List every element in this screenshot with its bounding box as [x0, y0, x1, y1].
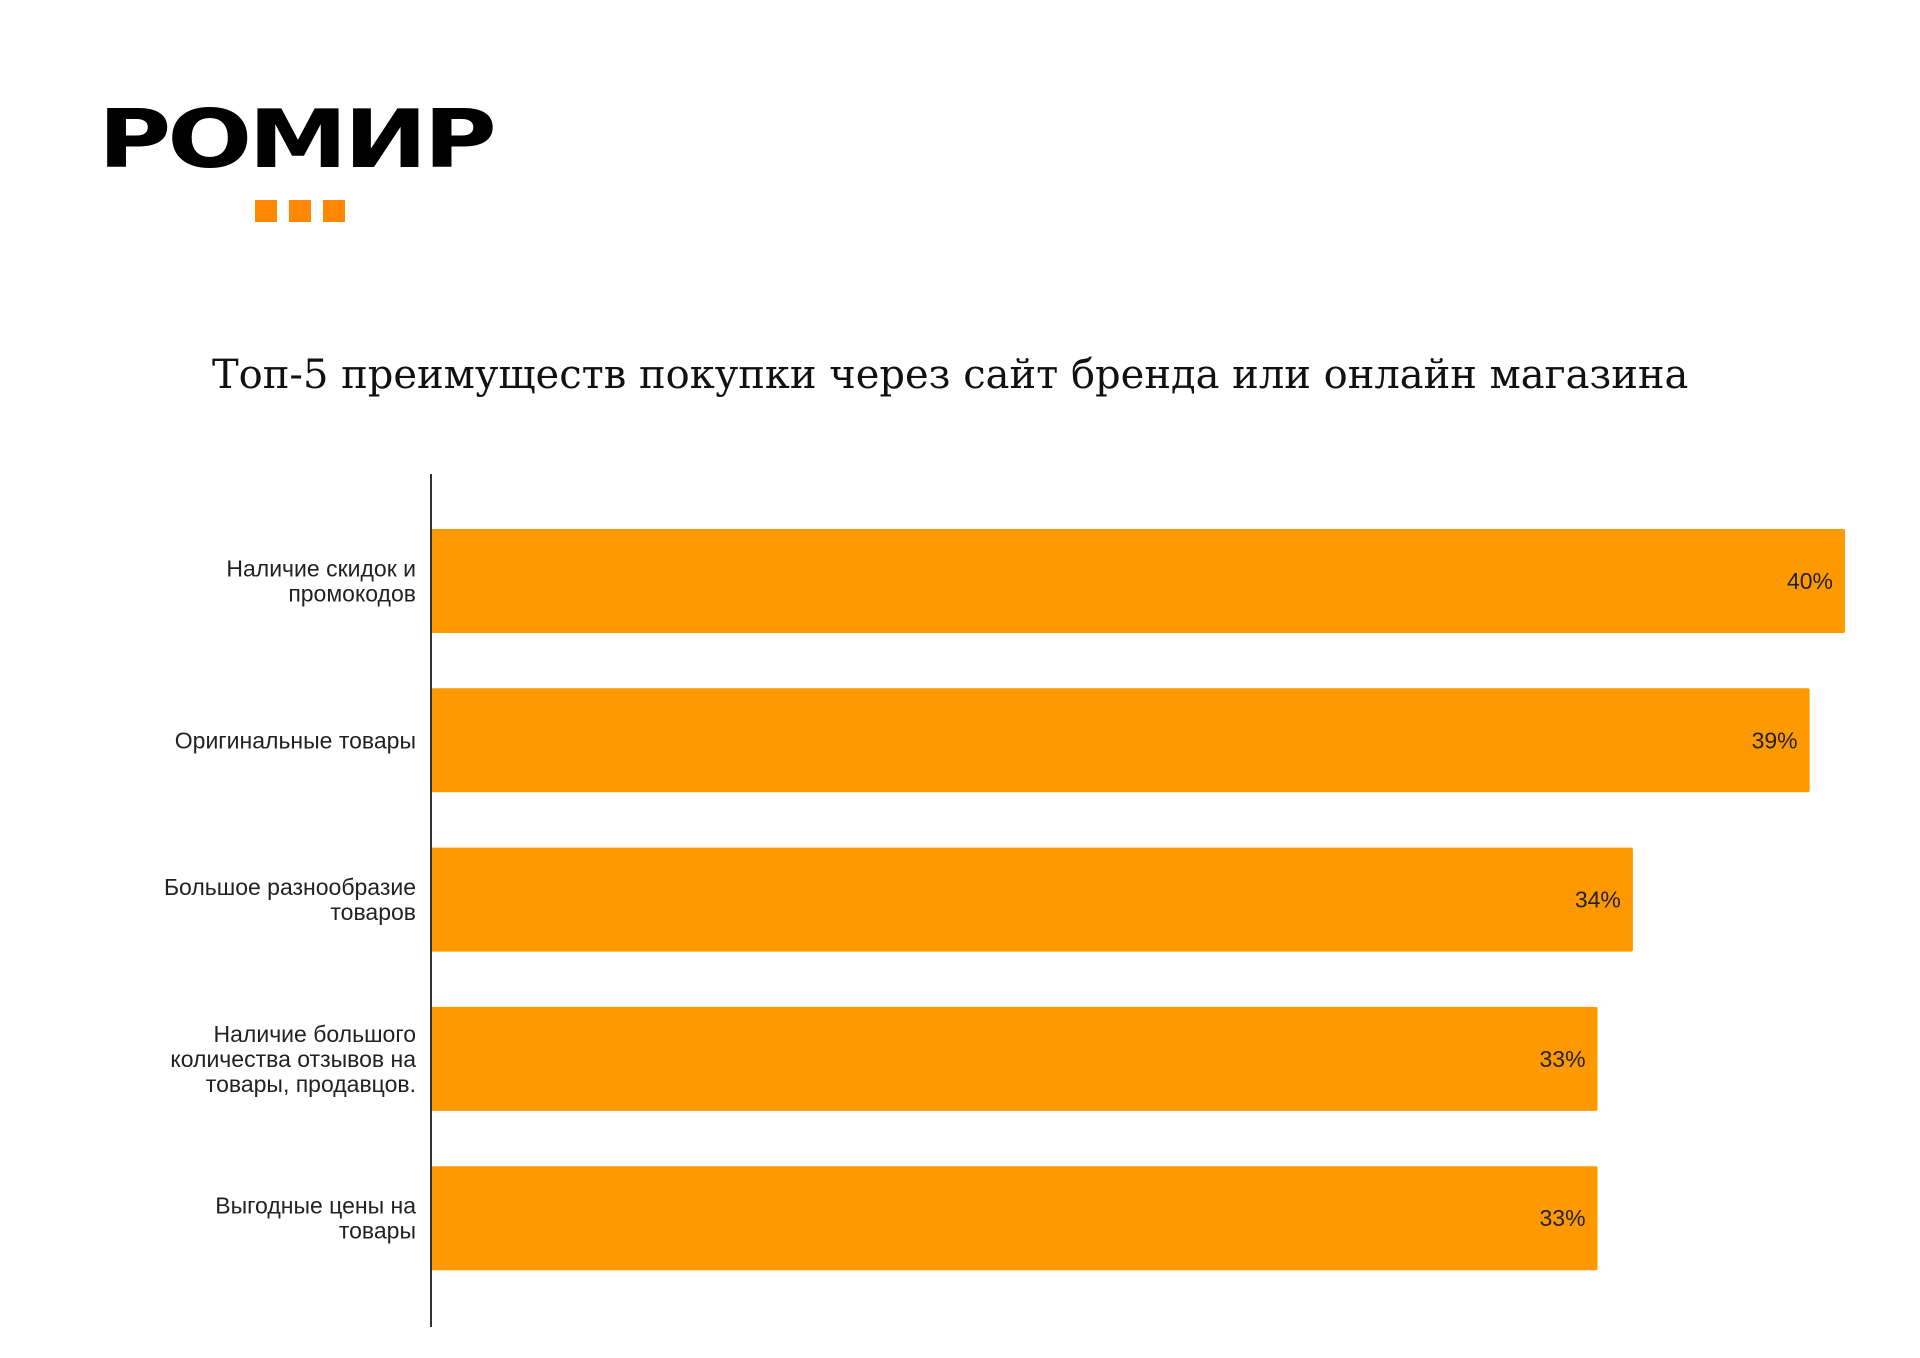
- category-label: товары, продавцов.: [206, 1071, 416, 1097]
- category-label: Наличие большого: [214, 1021, 416, 1047]
- category-label: Наличие скидок и: [226, 556, 416, 582]
- category-label: Оригинальные товары: [175, 727, 416, 753]
- data-label: 39%: [1752, 727, 1798, 753]
- data-label: 33%: [1540, 1046, 1586, 1072]
- chart-title: Топ-5 преимуществ покупки через сайт бре…: [212, 352, 1689, 398]
- category-label: промокодов: [288, 581, 416, 607]
- bar: [431, 847, 1633, 952]
- data-label: 40%: [1787, 568, 1833, 594]
- bar: [431, 688, 1810, 793]
- category-label: Выгодные цены на: [215, 1193, 416, 1219]
- logo-square: [255, 200, 277, 222]
- romir-logo: РОМИР: [98, 92, 497, 222]
- logo-square: [289, 200, 311, 222]
- data-label: 33%: [1540, 1205, 1586, 1231]
- bar: [431, 529, 1845, 633]
- data-label: 34%: [1575, 887, 1621, 913]
- logo-square: [323, 200, 345, 222]
- bar: [431, 1166, 1598, 1271]
- bar: [431, 1006, 1598, 1111]
- category-label: товары: [339, 1218, 416, 1244]
- category-label: Большое разнообразие: [164, 874, 416, 900]
- category-label: количества отзывов на: [170, 1046, 416, 1072]
- logo-text: РОМИР: [98, 92, 497, 187]
- category-label: товаров: [330, 899, 416, 925]
